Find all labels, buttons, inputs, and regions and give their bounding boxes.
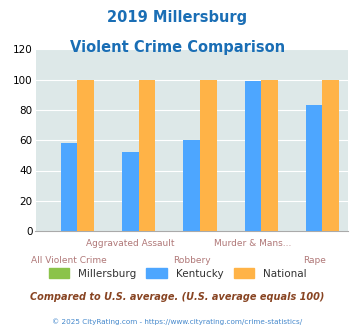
Text: Rape: Rape — [303, 256, 326, 265]
Bar — [77, 80, 94, 231]
Bar — [122, 152, 139, 231]
Bar — [139, 80, 155, 231]
Text: Aggravated Assault: Aggravated Assault — [86, 239, 175, 248]
Text: All Violent Crime: All Violent Crime — [31, 256, 107, 265]
Text: Robbery: Robbery — [173, 256, 211, 265]
Bar — [184, 140, 200, 231]
Text: Murder & Mans...: Murder & Mans... — [214, 239, 292, 248]
Bar — [245, 81, 261, 231]
Bar — [61, 143, 77, 231]
Text: 2019 Millersburg: 2019 Millersburg — [108, 10, 247, 25]
Text: Compared to U.S. average. (U.S. average equals 100): Compared to U.S. average. (U.S. average … — [30, 292, 325, 302]
Text: © 2025 CityRating.com - https://www.cityrating.com/crime-statistics/: © 2025 CityRating.com - https://www.city… — [53, 318, 302, 325]
Bar — [306, 106, 322, 231]
Bar — [261, 80, 278, 231]
Bar — [200, 80, 217, 231]
Bar — [322, 80, 339, 231]
Legend: Millersburg, Kentucky, National: Millersburg, Kentucky, National — [44, 264, 311, 283]
Text: Violent Crime Comparison: Violent Crime Comparison — [70, 40, 285, 54]
